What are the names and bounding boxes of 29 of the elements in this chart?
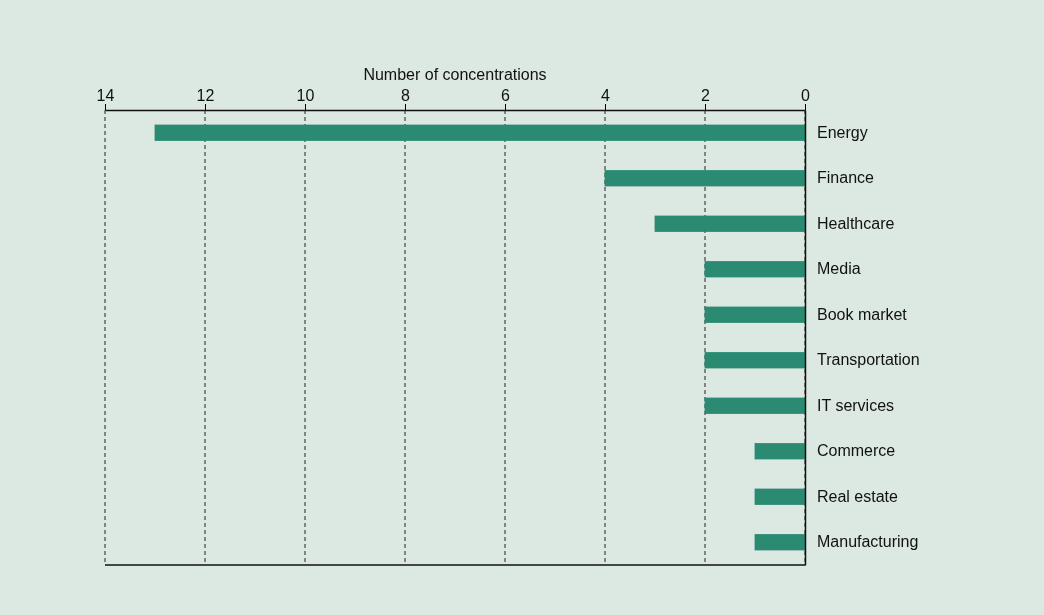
- bar: [704, 397, 806, 414]
- y-tick-label: Manufacturing: [817, 533, 919, 551]
- x-tick-label: 12: [196, 87, 215, 104]
- y-tick-label: Book market: [817, 305, 908, 323]
- y-tick-label: Commerce: [817, 442, 896, 460]
- x-tick-label: 14: [96, 87, 115, 104]
- bar: [754, 488, 806, 505]
- x-tick-label: 4: [601, 87, 611, 104]
- x-tick-label: 6: [501, 87, 511, 104]
- y-tick-label: Energy: [817, 123, 868, 141]
- x-axis-title: Number of concentrations: [363, 66, 547, 83]
- y-tick-label: Finance: [817, 169, 875, 187]
- y-tick-label: Media: [817, 260, 861, 278]
- x-tick-label: 10: [296, 87, 315, 104]
- y-tick-label: IT services: [817, 396, 895, 414]
- x-tick-label: 2: [701, 87, 711, 104]
- y-tick-label: Healthcare: [817, 214, 895, 232]
- bar: [754, 534, 806, 551]
- y-tick-label: Transportation: [817, 351, 920, 369]
- bar: [704, 261, 806, 278]
- bar: [604, 170, 806, 187]
- bar: [154, 124, 806, 141]
- bar: [704, 306, 806, 323]
- bar: [654, 215, 806, 232]
- x-tick-label: 8: [401, 87, 411, 104]
- x-tick-label: 0: [801, 87, 811, 104]
- y-tick-label: Real estate: [817, 487, 899, 505]
- bar: [754, 443, 806, 460]
- bar: [704, 352, 806, 369]
